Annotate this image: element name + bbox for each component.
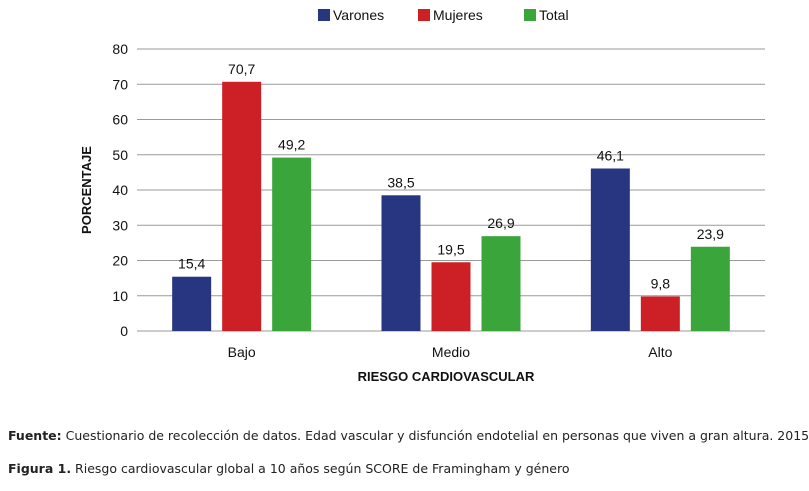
legend-label-total: Total bbox=[539, 7, 569, 23]
data-label: 38,5 bbox=[387, 174, 414, 190]
data-label: 19,5 bbox=[437, 241, 464, 257]
y-tick-label: 80 bbox=[112, 41, 128, 57]
data-label: 23,9 bbox=[697, 226, 724, 242]
figure-caption-text: Riesgo cardiovascular global a 10 años s… bbox=[71, 461, 570, 476]
legend-swatch-mujeres bbox=[418, 9, 430, 21]
bar-chart: 0 10 20 30 40 50 60 70 80 PORCENTAJE 15,4 70,7 49,2 B… bbox=[79, 7, 765, 384]
legend-swatch-varones bbox=[318, 9, 330, 21]
bar-mujeres bbox=[431, 262, 471, 331]
source-caption: Fuente: Cuestionario de recolección de d… bbox=[8, 428, 809, 443]
x-tick-label: Bajo bbox=[228, 344, 256, 360]
data-label: 26,9 bbox=[487, 215, 514, 231]
x-tick-label: Alto bbox=[648, 344, 672, 360]
y-tick-label: 50 bbox=[112, 147, 128, 163]
y-tick-label: 0 bbox=[120, 323, 128, 339]
bar-varones bbox=[172, 276, 212, 331]
data-label: 49,2 bbox=[278, 137, 305, 153]
y-axis-title: PORCENTAJE bbox=[79, 146, 94, 234]
y-tick-label: 30 bbox=[112, 217, 128, 233]
y-tick-label: 60 bbox=[112, 112, 128, 128]
figure-caption: Figura 1. Riesgo cardiovascular global a… bbox=[8, 461, 569, 476]
x-tick-label: Medio bbox=[432, 344, 470, 360]
data-label: 9,8 bbox=[651, 275, 671, 291]
data-label: 46,1 bbox=[597, 147, 624, 163]
legend-swatch-total bbox=[524, 9, 536, 21]
source-caption-text: Cuestionario de recolección de datos. Ed… bbox=[61, 428, 809, 443]
bar-total bbox=[481, 236, 521, 331]
data-label: 70,7 bbox=[228, 61, 255, 77]
bar-mujeres bbox=[222, 81, 262, 331]
legend-label-mujeres: Mujeres bbox=[433, 7, 483, 23]
y-tick-label: 70 bbox=[112, 76, 128, 92]
bar-total bbox=[690, 246, 730, 331]
x-axis-title: RIESGO CARDIOVASCULAR bbox=[358, 369, 535, 384]
bar-varones bbox=[381, 195, 421, 331]
bar-mujeres bbox=[640, 296, 680, 331]
bar-varones bbox=[590, 168, 630, 331]
bar-total bbox=[272, 157, 312, 331]
legend-label-varones: Varones bbox=[333, 7, 384, 23]
y-tick-label: 40 bbox=[112, 182, 128, 198]
data-label: 15,4 bbox=[178, 256, 205, 272]
figure-caption-label: Figura 1. bbox=[8, 461, 72, 476]
y-tick-label: 10 bbox=[112, 288, 128, 304]
source-caption-label: Fuente: bbox=[8, 428, 62, 443]
y-tick-label: 20 bbox=[112, 253, 128, 269]
